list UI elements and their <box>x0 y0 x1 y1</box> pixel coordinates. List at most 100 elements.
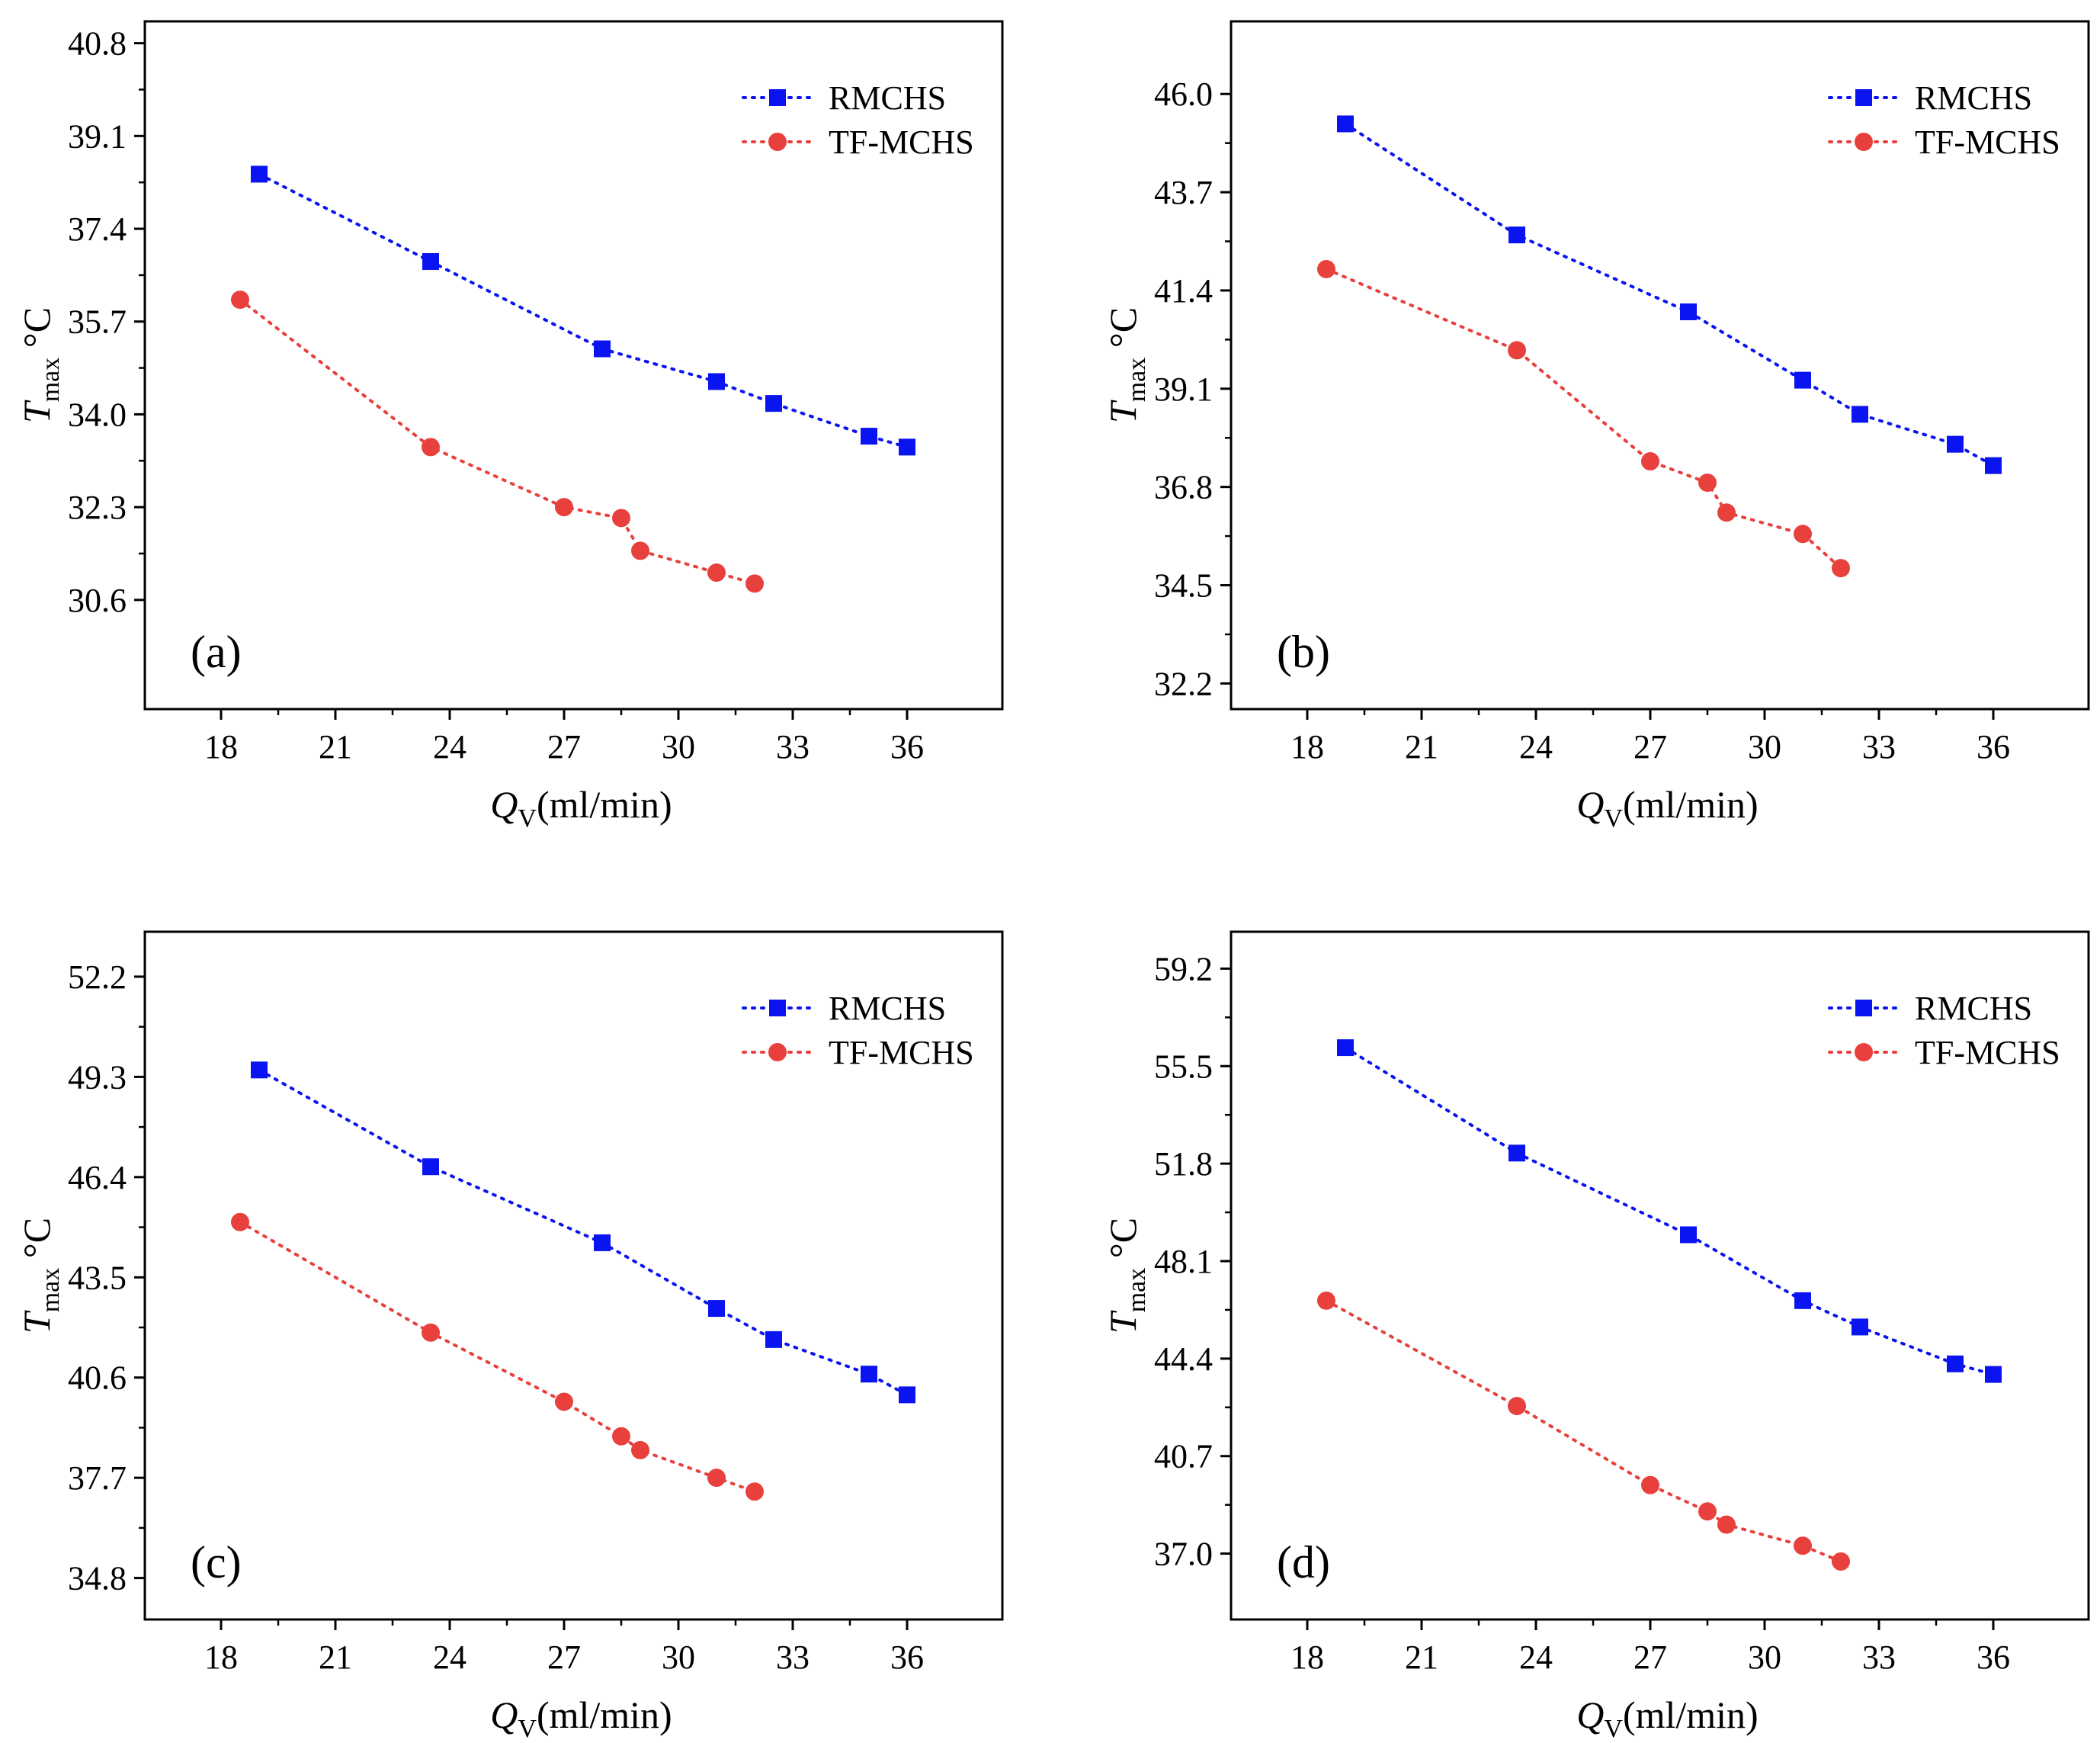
y-axis-label-unit: °C <box>15 1218 58 1268</box>
data-point-circle <box>1641 452 1659 471</box>
data-point-circle <box>422 1323 440 1342</box>
data-point-circle <box>1698 473 1717 493</box>
data-point-square <box>1680 303 1697 320</box>
data-point-circle <box>1317 1291 1335 1310</box>
data-point-square <box>708 373 725 390</box>
legend-entry-rmchs: RMCHS <box>742 990 946 1027</box>
data-point-square <box>1985 1366 2002 1383</box>
series-rmchs <box>251 165 915 456</box>
x-tick-label: 24 <box>433 728 466 766</box>
series-rmchs <box>1337 1039 2002 1383</box>
y-axis-label-subscript: max <box>37 1268 65 1313</box>
chart-panel-d: 18 21 24 27 30 33 36 37.0 40.7 44.4 48.1 51.8 55.5 59… <box>1101 930 2090 1743</box>
data-point-square <box>708 1300 725 1318</box>
legend-entry-tf-mchs: TF-MCHS <box>742 1034 974 1071</box>
x-tick-label: 18 <box>1290 1639 1324 1676</box>
y-tick-label: 40.6 <box>68 1359 127 1397</box>
x-axis-label-symbol: Q <box>490 783 518 826</box>
plot-frame <box>143 930 1004 1621</box>
legend-entry-tf-mchs: TF-MCHS <box>1828 1034 2060 1071</box>
legend-label: RMCHS <box>829 990 946 1027</box>
x-axis-label-subscript: V <box>518 1715 537 1743</box>
x-tick-label: 21 <box>1405 728 1438 766</box>
chart-panel-b: 18 21 24 27 30 33 36 32.2 34.5 36.8 39.1 41.4 43.7 46… <box>1101 20 2090 833</box>
data-point-square <box>251 165 268 183</box>
legend-label: TF-MCHS <box>1915 124 2060 161</box>
y-tick-label: 40.8 <box>68 25 127 63</box>
y-tick-label: 43.7 <box>1154 174 1213 211</box>
legend-entry-tf-mchs: TF-MCHS <box>1828 124 2060 161</box>
legend-label: TF-MCHS <box>1915 1034 2060 1071</box>
x-tick-label: 21 <box>319 728 352 766</box>
x-tick-label: 33 <box>776 1639 810 1676</box>
x-axis-label-subscript: V <box>1604 1715 1623 1743</box>
y-tick-label: 32.2 <box>1154 665 1213 702</box>
y-tick-label: 44.4 <box>1154 1340 1213 1378</box>
legend-marker-circle <box>768 133 787 151</box>
x-tick-label: 21 <box>319 1639 352 1676</box>
plot-frame <box>1230 20 2090 711</box>
data-point-circle <box>1317 259 1335 278</box>
x-tick-label: 27 <box>1634 1639 1667 1676</box>
data-point-square <box>1852 406 1868 423</box>
legend-marker-circle <box>1855 1043 1873 1061</box>
y-axis-label-symbol: T <box>1101 400 1144 423</box>
x-tick-label: 18 <box>204 1639 238 1676</box>
x-axis-label: QV(ml/min) <box>1576 783 1758 833</box>
x-tick-label: 24 <box>1519 728 1553 766</box>
y-tick-label: 46.0 <box>1154 75 1213 113</box>
data-point-square <box>1985 457 2002 474</box>
y-axis-label-unit: °C <box>1101 1218 1144 1268</box>
data-point-square <box>1337 1039 1354 1057</box>
y-tick-label: 34.5 <box>1154 567 1213 605</box>
data-point-square <box>765 395 782 412</box>
data-point-square <box>1337 115 1354 133</box>
y-axis-label-subscript: max <box>37 358 65 403</box>
legend-marker-square <box>1855 89 1872 106</box>
y-axis-label-subscript: max <box>1123 1268 1151 1313</box>
data-point-circle <box>422 438 440 457</box>
legend-label: TF-MCHS <box>829 124 974 161</box>
legend-entry-rmchs: RMCHS <box>742 79 946 117</box>
x-axis-label-symbol: Q <box>490 1693 518 1736</box>
legend-label: TF-MCHS <box>829 1034 974 1071</box>
data-point-square <box>1794 1292 1811 1309</box>
series-line <box>1325 1298 1842 1563</box>
data-point-square <box>1794 371 1811 389</box>
x-tick-label: 27 <box>547 1639 581 1676</box>
data-point-square <box>899 438 915 456</box>
data-point-circle <box>612 509 630 528</box>
legend-label: RMCHS <box>1915 990 2032 1027</box>
y-tick-label: 55.5 <box>1154 1048 1213 1085</box>
data-point-square <box>594 1234 611 1251</box>
legend-marker-square <box>769 89 786 106</box>
y-tick-label: 40.7 <box>1154 1438 1213 1475</box>
x-axis-label-unit: (ml/min) <box>1623 783 1759 826</box>
data-point-square <box>861 1366 877 1383</box>
y-tick-label: 34.0 <box>68 396 127 433</box>
legend-marker-square <box>769 1000 786 1016</box>
data-point-square <box>861 428 877 445</box>
y-tick-label: 39.1 <box>68 117 127 155</box>
x-axis-label-subscript: V <box>518 804 537 833</box>
x-tick-label: 21 <box>1405 1639 1438 1676</box>
data-point-circle <box>1832 559 1850 578</box>
legend-label: RMCHS <box>829 79 946 117</box>
y-axis-label: Tmax °C <box>15 307 65 423</box>
data-point-circle <box>707 1469 726 1488</box>
x-tick-label: 30 <box>1748 728 1781 766</box>
plot-frame <box>143 20 1004 711</box>
series-rmchs <box>1337 115 2002 474</box>
y-tick-label: 37.7 <box>68 1459 127 1497</box>
data-point-circle <box>555 498 573 517</box>
y-axis-label-unit: °C <box>15 307 58 358</box>
x-axis-label-unit: (ml/min) <box>537 783 672 826</box>
data-point-circle <box>1717 503 1736 522</box>
x-tick-label: 24 <box>1519 1639 1553 1676</box>
data-point-circle <box>745 574 764 593</box>
y-tick-label: 59.2 <box>1154 950 1213 987</box>
panel-label: (a) <box>191 627 242 677</box>
legend-entry-rmchs: RMCHS <box>1828 79 2032 117</box>
chart-panel-a: 18 21 24 27 30 33 36 30.6 32.3 34.0 35.7 37.4 39.1 40… <box>15 20 1004 833</box>
y-tick-label: 52.2 <box>68 958 127 996</box>
